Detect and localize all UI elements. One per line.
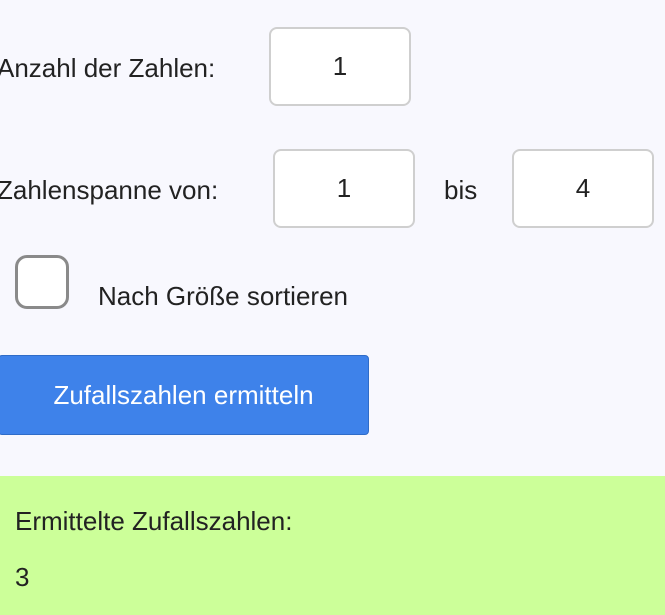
result-panel: Ermittelte Zufallszahlen: 3: [0, 476, 665, 615]
result-title: Ermittelte Zufallszahlen:: [15, 506, 293, 536]
generate-button[interactable]: Zufallszahlen ermitteln: [0, 355, 369, 435]
range-to-input[interactable]: [512, 149, 654, 228]
count-input[interactable]: [269, 27, 411, 106]
range-to-label: bis: [444, 175, 478, 205]
sort-checkbox[interactable]: [15, 255, 69, 309]
sort-label[interactable]: Nach Größe sortieren: [98, 281, 348, 311]
count-label: Anzahl der Zahlen:: [0, 53, 216, 83]
range-from-input[interactable]: [273, 149, 415, 228]
result-value: 3: [15, 562, 30, 592]
range-from-label: Zahlenspanne von:: [0, 175, 219, 205]
